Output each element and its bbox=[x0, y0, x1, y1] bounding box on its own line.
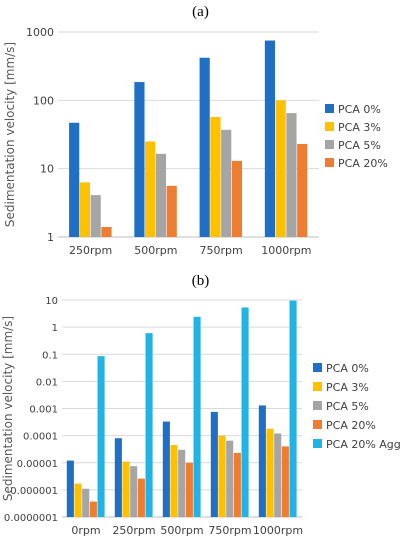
chart-b-category-label: 1000rpm bbox=[253, 524, 303, 537]
chart-b-bar-pca-20-agg-1000rpm bbox=[289, 300, 297, 517]
chart-a-ytick-label: 100 bbox=[33, 94, 54, 107]
chart-a-bar-pca-3-1000rpm bbox=[275, 100, 286, 237]
chart-b-legend-label-pca-0: PCA 0% bbox=[326, 362, 369, 375]
chart-b-bar-pca-3-0rpm bbox=[74, 483, 82, 517]
chart-a-bar-pca-20-500rpm bbox=[166, 185, 177, 237]
panel-label-b: (b) bbox=[191, 273, 210, 289]
chart-a-y-axis-title: Sedimentation velocity [mm/s] bbox=[3, 42, 17, 227]
chart-a-bar-pca-5-250rpm bbox=[90, 195, 101, 237]
chart-b-bar-pca-0-750rpm bbox=[210, 411, 218, 517]
chart-a-bar-pca-0-500rpm bbox=[134, 82, 145, 237]
chart-a-bar-pca-5-1000rpm bbox=[286, 113, 297, 237]
chart-b-bar-pca-3-750rpm bbox=[218, 435, 226, 517]
chart-b-bar-pca-0-1000rpm bbox=[258, 405, 266, 517]
chart-b-legend-swatch-pca-5 bbox=[313, 401, 322, 410]
chart-a-legend-label-pca-3: PCA 3% bbox=[338, 121, 381, 134]
chart-a-bar-pca-20-750rpm bbox=[231, 160, 243, 237]
chart-a-ytick-label: 10 bbox=[40, 163, 54, 176]
chart-b-bar-pca-5-250rpm bbox=[130, 466, 138, 517]
chart-b-bar-pca-20-0rpm bbox=[89, 501, 97, 517]
chart-a-category-label: 1000rpm bbox=[261, 244, 311, 257]
chart-b-bar-pca-0-250rpm bbox=[114, 438, 122, 517]
chart-b-bar-pca-3-250rpm bbox=[122, 461, 130, 517]
chart-a-category-label: 250rpm bbox=[69, 244, 112, 257]
chart-a-bar-pca-3-500rpm bbox=[145, 141, 156, 237]
chart-b-legend-swatch-pca-0 bbox=[313, 363, 322, 372]
chart-b-ytick-label: 10 bbox=[45, 296, 58, 307]
chart-b-legend-label-pca-3: PCA 3% bbox=[326, 381, 369, 394]
chart-b-legend-swatch-pca-3 bbox=[313, 382, 322, 391]
chart-b-legend-label-pca-20: PCA 20% bbox=[326, 419, 376, 432]
chart-b-category-label: 750rpm bbox=[208, 524, 251, 537]
chart-b-y-axis-title: Sedimentation velocity [mm/s] bbox=[1, 316, 15, 501]
chart-a-bar-pca-0-1000rpm bbox=[264, 40, 276, 238]
chart-a-bar-pca-5-750rpm bbox=[221, 129, 232, 237]
chart-a-bar-pca-0-250rpm bbox=[69, 122, 80, 237]
chart-a-category-label: 500rpm bbox=[134, 244, 177, 257]
chart-b-bar-pca-5-750rpm bbox=[226, 440, 234, 517]
chart-a-bar-pca-5-500rpm bbox=[155, 153, 167, 237]
chart-b-bar-pca-20-agg-250rpm bbox=[145, 333, 153, 517]
chart-b-category-label: 500rpm bbox=[160, 524, 203, 537]
chart-a-legend-label-pca-0: PCA 0% bbox=[338, 103, 381, 116]
chart-a-ytick-label: 1 bbox=[47, 231, 54, 244]
chart-b-bar-pca-20-1000rpm bbox=[281, 446, 289, 517]
chart-b-ytick-label: 0.01 bbox=[36, 377, 58, 388]
chart-a-legend-swatch-pca-0 bbox=[325, 104, 334, 113]
chart-b-legend-label-pca-20-agg: PCA 20% Agg bbox=[326, 438, 401, 451]
chart-a-bar-pca-0-750rpm bbox=[199, 57, 210, 238]
chart-a-bar-pca-20-250rpm bbox=[101, 227, 112, 237]
chart-b-category-label: 250rpm bbox=[112, 524, 155, 537]
chart-a-ytick-label: 1000 bbox=[26, 26, 54, 39]
chart-a-legend-label-pca-5: PCA 5% bbox=[338, 139, 381, 152]
chart-b-bar-pca-0-500rpm bbox=[162, 421, 170, 517]
chart-b-bar-pca-3-500rpm bbox=[170, 445, 178, 517]
chart-b-ytick-label: 0.00001 bbox=[17, 459, 58, 470]
chart-b-ytick-label: 0.000001 bbox=[10, 486, 58, 497]
chart-b-bar-pca-20-500rpm bbox=[185, 462, 193, 517]
chart-b-bar-pca-20-250rpm bbox=[137, 478, 145, 517]
chart-b-ytick-label: 0.0000001 bbox=[4, 513, 58, 524]
chart-a-bar-pca-3-750rpm bbox=[210, 117, 221, 237]
chart-b-category-label: 0rpm bbox=[71, 524, 100, 537]
chart-b-ytick-label: 1 bbox=[52, 323, 58, 334]
chart-b-bar-pca-20-agg-500rpm bbox=[193, 316, 201, 517]
chart-a-category-label: 750rpm bbox=[200, 244, 243, 257]
chart-a-legend-swatch-pca-20 bbox=[325, 158, 334, 167]
chart-b-bar-pca-5-0rpm bbox=[82, 488, 90, 517]
chart-b-bar-pca-0-0rpm bbox=[66, 460, 74, 517]
chart-b-ytick-label: 0.1 bbox=[42, 350, 58, 361]
chart-b-bar-pca-20-agg-0rpm bbox=[97, 356, 105, 517]
chart-b-bar-pca-20-agg-750rpm bbox=[241, 307, 249, 517]
chart-b-ytick-label: 0.0001 bbox=[23, 432, 58, 443]
chart-b-bar-pca-3-1000rpm bbox=[266, 428, 274, 517]
panel-label-a: (a) bbox=[192, 4, 209, 20]
chart-b-bar-pca-5-1000rpm bbox=[274, 433, 282, 517]
chart-b-legend-label-pca-5: PCA 5% bbox=[326, 400, 369, 413]
chart-a: 1 10 100 1000 Sedimentation velocity [mm/s] 2… bbox=[3, 26, 388, 257]
chart-b-bar-pca-5-500rpm bbox=[178, 449, 186, 517]
chart-b-ytick-label: 0.001 bbox=[29, 405, 58, 416]
chart-a-legend-swatch-pca-5 bbox=[325, 140, 334, 149]
chart-b-legend-swatch-pca-20 bbox=[313, 420, 322, 429]
chart-a-legend-swatch-pca-3 bbox=[325, 122, 334, 131]
chart-b-bar-pca-20-750rpm bbox=[233, 452, 241, 517]
chart-a-legend-label-pca-20: PCA 20% bbox=[338, 157, 388, 170]
chart-a-bar-pca-3-250rpm bbox=[79, 182, 91, 237]
chart-a-bar-pca-20-1000rpm bbox=[297, 143, 308, 237]
chart-b: 0.0000001 0.000001 0.00001 0.0001 0.001 0.01 0… bbox=[1, 296, 401, 537]
chart-b-legend-swatch-pca-20-agg bbox=[313, 439, 322, 448]
